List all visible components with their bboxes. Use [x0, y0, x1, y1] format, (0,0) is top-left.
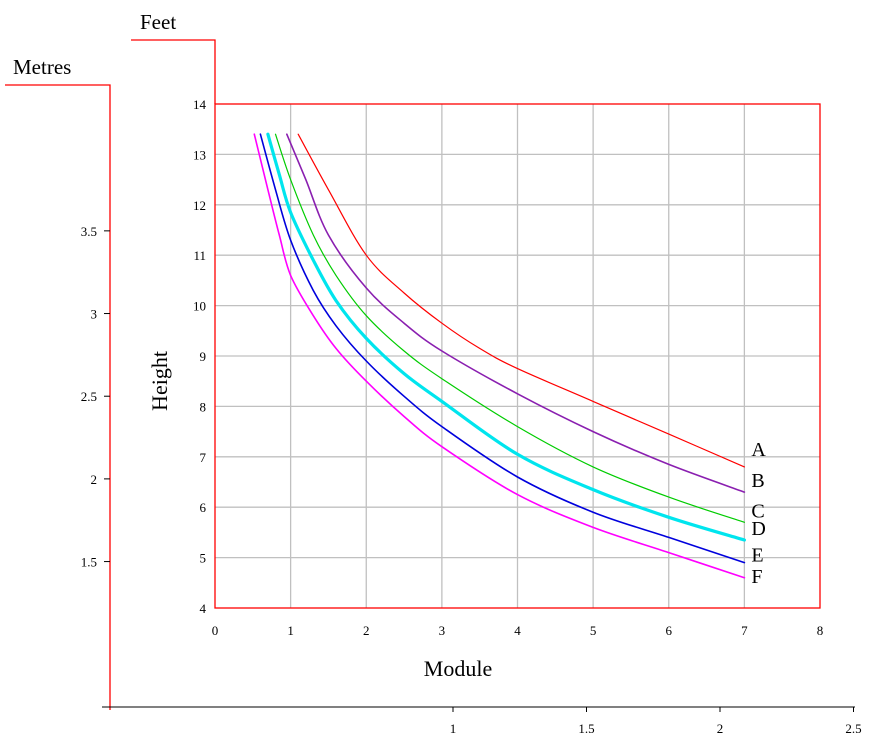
- y-tick-label: 9: [200, 349, 207, 364]
- curve-d: [266, 132, 746, 542]
- curve-f: [253, 133, 746, 579]
- y-tick-label: 14: [193, 97, 207, 112]
- feet-axis-label: Feet: [140, 10, 176, 34]
- curve-label-f: F: [751, 566, 762, 588]
- module-mm-tick-label: 1: [450, 721, 457, 736]
- x-tick-labels: 0 1 2 3 4 5 6 7 8: [212, 623, 824, 638]
- curve-label-b: B: [751, 470, 764, 492]
- y-tick-labels: 4 5 6 7 8 9 10 11 12 13 14: [193, 97, 207, 616]
- metres-tick-label: 3: [91, 307, 98, 322]
- feet-axis-line: [131, 39, 216, 104]
- metres-tick-label: 1.5: [81, 555, 97, 570]
- curves: [253, 132, 746, 579]
- y-tick-label: 11: [193, 248, 206, 263]
- x-tick-label: 3: [439, 623, 446, 638]
- metres-tick-label: 2: [91, 472, 98, 487]
- curve-b: [286, 133, 746, 493]
- x-tick-label: 1: [287, 623, 294, 638]
- x-tick-label: 2: [363, 623, 370, 638]
- y-tick-label: 8: [200, 399, 207, 414]
- metres-axis-label: Metres: [13, 55, 71, 79]
- grid: [215, 104, 820, 608]
- y-tick-label: 12: [193, 198, 206, 213]
- x-tick-label: 4: [514, 623, 521, 638]
- x-axis-title: Module: [424, 656, 492, 681]
- metres-tick-labels: 1.5 2 2.5 3 3.5: [81, 224, 110, 570]
- y-tick-label: 13: [193, 147, 206, 162]
- y-tick-label: 6: [200, 500, 207, 515]
- curve-a: [297, 133, 745, 468]
- y-axis-title: Height: [147, 351, 172, 411]
- curve-label-c: C: [751, 500, 764, 522]
- metres-axis-line: [5, 84, 111, 710]
- curve-label-a: A: [751, 439, 766, 461]
- metres-tick-label: 3.5: [81, 224, 97, 239]
- x-tick-label: 6: [666, 623, 673, 638]
- x-tick-label: 8: [817, 623, 824, 638]
- y-tick-label: 7: [200, 450, 207, 465]
- curve-label-e: E: [751, 545, 763, 567]
- curve-e: [259, 133, 746, 564]
- metres-tick-label: 2.5: [81, 389, 97, 404]
- x-tick-label: 0: [212, 623, 219, 638]
- module-mm-tick-labels: 1 1.5 2 2.5: [450, 707, 862, 736]
- module-mm-tick-label: 2: [717, 721, 724, 736]
- x-tick-label: 5: [590, 623, 597, 638]
- y-tick-label: 4: [200, 601, 207, 616]
- y-tick-label: 10: [193, 299, 206, 314]
- curve-label-d: D: [751, 518, 765, 540]
- plot-frame: [214, 103, 821, 609]
- module-mm-tick-label: 1.5: [578, 721, 594, 736]
- module-mm-tick-label: 2.5: [845, 721, 861, 736]
- y-tick-label: 5: [200, 551, 207, 566]
- x-tick-label: 7: [741, 623, 748, 638]
- curve-c: [274, 133, 745, 523]
